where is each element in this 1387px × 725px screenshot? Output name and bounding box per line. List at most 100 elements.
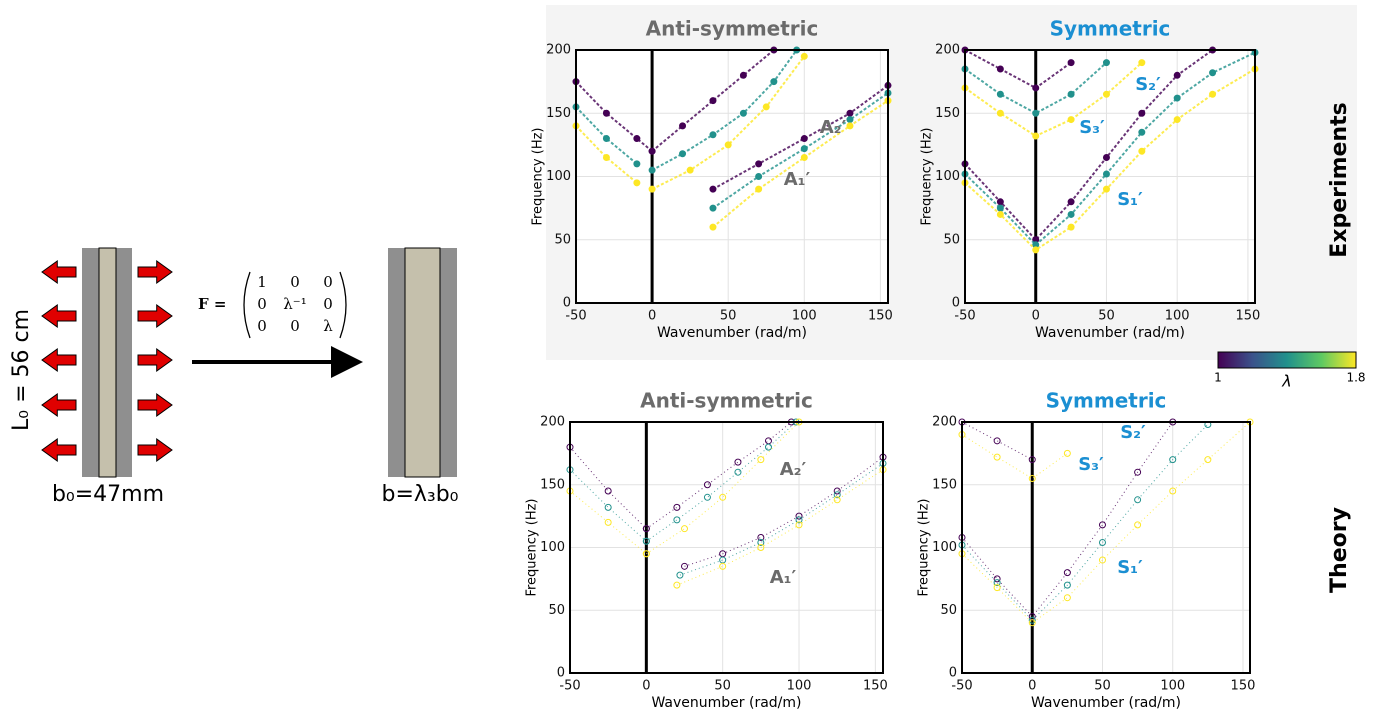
- stretch-arrow: [137, 438, 173, 462]
- data-point: [800, 52, 808, 60]
- data-point: [993, 437, 1001, 445]
- stretch-arrow: [41, 393, 77, 417]
- series-line: [575, 80, 653, 152]
- matrix-entry: λ⁻¹: [283, 295, 306, 313]
- data-point: [1169, 487, 1177, 495]
- data-point: [996, 65, 1004, 73]
- data-point: [1028, 619, 1036, 627]
- matrix-entry: 0: [257, 317, 267, 335]
- data-point: [681, 525, 689, 533]
- data-point: [757, 538, 765, 546]
- data-point: [604, 503, 612, 511]
- x-tick-label: 100: [1160, 679, 1185, 694]
- stretch-arrow: [41, 304, 77, 328]
- x-tick-label: 0: [642, 679, 650, 694]
- chart-title: Symmetric: [1046, 389, 1167, 413]
- curve-label: S₂′: [1120, 422, 1146, 443]
- y-tick-label: 150: [546, 106, 571, 121]
- data-point: [833, 487, 841, 495]
- data-point: [648, 166, 656, 174]
- y-tick-label: 50: [943, 232, 960, 247]
- curve-label: A₂′: [820, 117, 847, 138]
- data-point: [1138, 128, 1146, 136]
- row-label: Theory: [1327, 507, 1352, 593]
- row-label: Experiments: [1327, 102, 1352, 257]
- matrix-label: F =: [198, 295, 226, 313]
- data-point: [755, 173, 763, 180]
- data-point: [709, 185, 717, 193]
- data-point: [673, 503, 681, 511]
- data-point: [642, 537, 650, 545]
- y-tick-label: 50: [940, 603, 957, 618]
- y-tick-label: 0: [952, 296, 960, 311]
- x-axis-label: Wavenumber (rad/m): [1035, 325, 1185, 341]
- data-point: [1134, 468, 1142, 476]
- data-point: [1098, 521, 1106, 529]
- matrix: 1 0 0 0 λ⁻¹ 0 0 0 λ: [257, 273, 333, 335]
- series-line: [964, 61, 1143, 138]
- data-point: [1098, 556, 1106, 564]
- stretch-arrow: [137, 393, 173, 417]
- stretch-arrow: [137, 260, 173, 284]
- data-point: [724, 141, 732, 149]
- stretch-arrow: [41, 438, 77, 462]
- data-point: [795, 516, 803, 524]
- data-point: [703, 481, 711, 489]
- matrix-entry: λ: [323, 317, 333, 335]
- data-point: [1134, 521, 1142, 529]
- y-axis-label: Frequency (Hz): [920, 127, 935, 225]
- y-tick-label: 100: [540, 540, 565, 555]
- curve-label: S₂′: [1135, 74, 1161, 95]
- data-point: [795, 521, 803, 529]
- data-point: [602, 109, 610, 117]
- series-line: [961, 434, 1068, 480]
- curve-label: A₁′: [784, 169, 811, 190]
- data-point: [1169, 456, 1177, 464]
- data-point: [604, 487, 612, 495]
- y-tick-label: 100: [546, 169, 571, 184]
- y-tick-label: 100: [932, 540, 957, 555]
- data-point: [846, 116, 854, 124]
- x-tick-label: -50: [951, 679, 972, 694]
- x-axis-label: Wavenumber (rad/m): [1031, 695, 1181, 711]
- x-tick-label: 100: [787, 679, 812, 694]
- data-point: [734, 458, 742, 466]
- data-point: [1063, 449, 1071, 457]
- series-line: [575, 106, 638, 165]
- data-point: [993, 575, 1001, 583]
- data-point: [1028, 456, 1036, 464]
- series-line: [712, 99, 889, 228]
- data-point: [633, 135, 641, 143]
- y-tick-label: 200: [546, 43, 571, 58]
- y-tick-label: 200: [935, 43, 960, 58]
- data-point: [739, 109, 747, 117]
- matrix-brackets: [243, 271, 347, 339]
- data-point: [996, 90, 1004, 98]
- data-point: [686, 166, 694, 174]
- data-point: [633, 160, 641, 168]
- matrix-entry: 0: [257, 295, 267, 313]
- chart-title: Anti-symmetric: [646, 17, 819, 41]
- data-point: [709, 204, 717, 212]
- length-label: L₀ = 56 cm: [9, 309, 34, 431]
- data-point: [1063, 594, 1071, 602]
- x-tick-label: 50: [1094, 679, 1111, 694]
- data-point: [709, 97, 717, 105]
- data-point: [633, 179, 641, 187]
- data-point: [703, 493, 711, 501]
- x-tick-label: 0: [1032, 309, 1040, 324]
- x-tick-label: 50: [1098, 309, 1115, 324]
- data-point: [642, 550, 650, 558]
- series-line: [575, 125, 638, 184]
- x-tick-label: 100: [1165, 309, 1190, 324]
- x-tick-label: 150: [1231, 679, 1256, 694]
- data-point: [681, 562, 689, 570]
- x-tick-label: 50: [714, 679, 731, 694]
- data-point: [679, 122, 687, 130]
- data-point: [993, 584, 1001, 592]
- data-point: [739, 71, 747, 79]
- y-tick-label: 0: [563, 296, 571, 311]
- data-point: [679, 150, 687, 158]
- matrix-entry: 0: [290, 273, 300, 291]
- data-point: [757, 533, 765, 541]
